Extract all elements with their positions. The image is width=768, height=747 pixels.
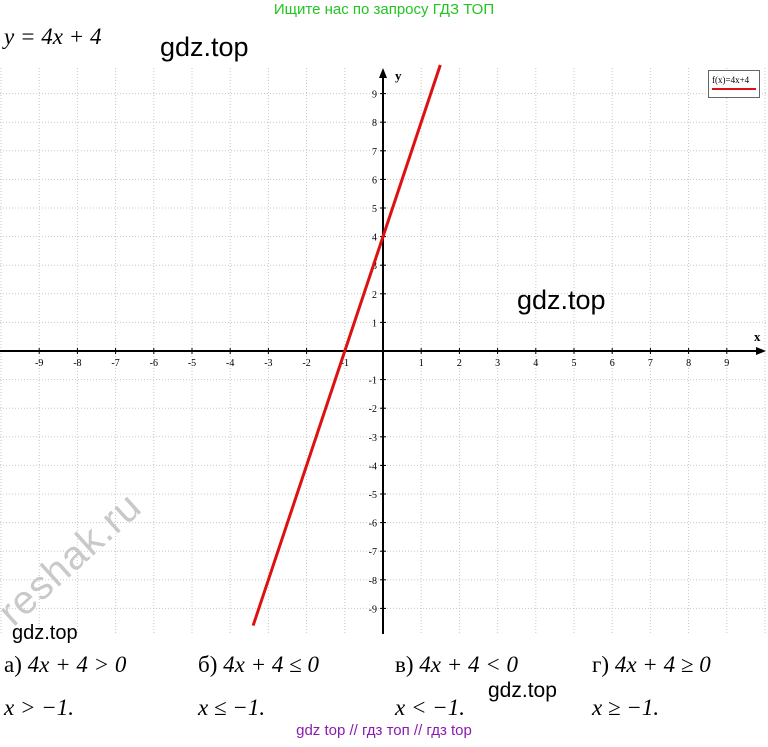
x-tick-label: 1 [419,358,424,369]
answer-d-expression: 4x + 4 ≥ 0 [614,652,711,677]
x-tick-label: -7 [111,358,119,369]
y-tick-label: -7 [369,547,377,558]
y-tick-label: -2 [369,404,377,415]
x-tick-label: -3 [264,358,272,369]
series-line-f [251,64,442,627]
y-tick-label: 2 [372,290,377,301]
answer-d-label: г) [592,652,610,677]
y-tick-label: 1 [372,318,377,329]
y-axis-label: y [395,68,402,83]
search-banner[interactable]: Ищите нас по запросу ГДЗ ТОП [273,1,495,18]
chart-legend: f(x)=4x+4 [708,70,760,98]
x-tick-label: -6 [150,358,158,369]
x-tick-label: 8 [686,358,691,369]
watermark-gdz-3: gdz.top [12,622,78,644]
y-tick-label: 8 [372,118,377,129]
equation-title: y = 4x + 4 [4,24,102,49]
answer-b-label: б) [198,652,218,677]
answer-a-label: а) [4,652,22,677]
y-tick-label: -3 [369,433,377,444]
y-tick-label: 6 [372,175,377,186]
x-tick-label: -5 [188,358,196,369]
answer-d-solution: x ≥ −1. [592,695,660,720]
x-tick-label: -9 [35,358,43,369]
x-tick-label: 3 [495,358,500,369]
x-tick-label: 4 [533,358,538,369]
answer-a-expression: 4x + 4 > 0 [27,652,127,677]
x-tick-label: 9 [724,358,729,369]
y-tick-label: -6 [369,519,377,530]
x-tick-label: 2 [457,358,462,369]
watermark-gdz-1: gdz.top [160,32,249,62]
x-tick-label: -8 [73,358,81,369]
x-tick-label: -2 [302,358,310,369]
x-tick-label: 5 [572,358,577,369]
footer-links[interactable]: gdz top // гдз топ // гдз top [296,722,472,739]
y-tick-label: -9 [369,604,377,615]
answer-c-expression: 4x + 4 < 0 [419,652,519,677]
y-tick-label: -8 [369,576,377,587]
x-tick-label: -1 [341,358,349,369]
x-tick-label: -4 [226,358,234,369]
answer-a-solution: x > −1. [4,695,74,720]
y-tick-label: 7 [372,147,377,158]
legend-series-line [712,88,756,90]
answer-c-label: в) [395,652,414,677]
answer-c-solution: x < −1. [395,695,465,720]
x-tick-label: 6 [610,358,615,369]
answer-c-inequality: в) 4x + 4 < 0 [395,652,518,678]
y-tick-label: -5 [369,490,377,501]
answer-a-inequality: а) 4x + 4 > 0 [4,652,126,678]
watermark-gdz-4: gdz.top [488,679,557,702]
answer-b-solution: x ≤ −1. [198,695,266,720]
answer-b-expression: 4x + 4 ≤ 0 [223,652,319,677]
y-tick-label: -1 [369,376,377,387]
y-axis-arrow [379,68,387,78]
watermark-gdz-2: gdz.top [517,285,606,315]
y-tick-label: -4 [369,461,377,472]
answer-b-inequality: б) 4x + 4 ≤ 0 [198,652,319,678]
answer-d-inequality: г) 4x + 4 ≥ 0 [592,652,711,678]
x-axis-arrow [756,347,766,355]
legend-series-label: f(x)=4x+4 [712,75,750,85]
y-tick-label: 5 [372,204,377,215]
y-tick-label: 4 [372,233,377,244]
y-tick-label: 9 [372,90,377,101]
x-tick-label: 7 [648,358,653,369]
x-axis-label: x [754,329,761,344]
